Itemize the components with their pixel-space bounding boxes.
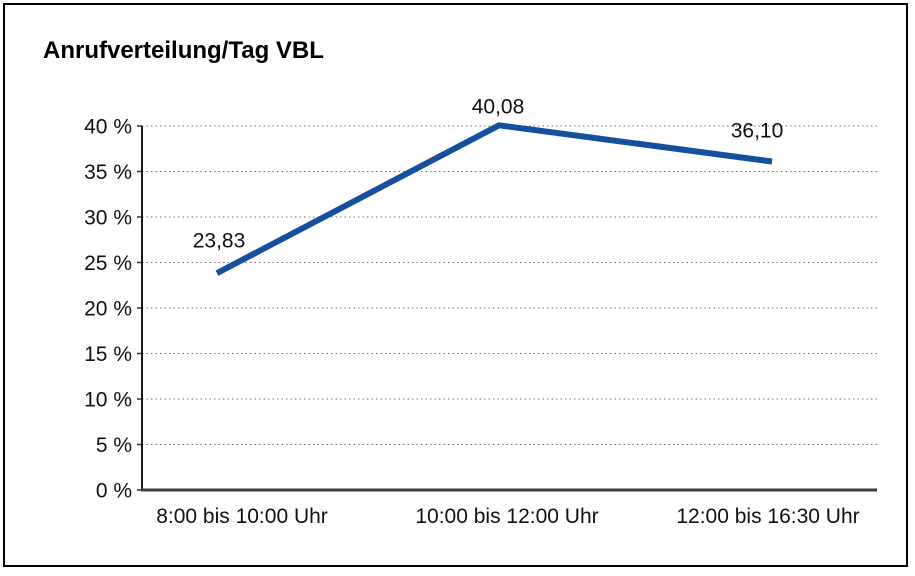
y-tick-label: 30 % (84, 207, 132, 230)
y-tick-label: 35 % (84, 161, 132, 184)
y-tick-label: 40 % (84, 116, 132, 139)
chart-frame: Anrufverteilung/Tag VBL 0 % 5 % 10 % 15 % 20… (3, 3, 908, 567)
y-tick-label: 15 % (84, 343, 132, 366)
x-axis-label: 8:00 bis 10:00 Uhr (156, 505, 328, 528)
chart-canvas: 0 % 5 % 10 % 15 % 20 % 25 % 30 % 35 % 40 % 8:00 b… (84, 96, 877, 528)
y-tick-label: 5 % (96, 434, 132, 457)
series-line (215, 122, 773, 276)
data-point-label: 40,08 (472, 96, 525, 119)
y-tick-label: 20 % (84, 298, 132, 321)
y-tick-label: 10 % (84, 389, 132, 412)
x-axis-label: 10:00 bis 12:00 Uhr (415, 505, 598, 528)
y-tick-label: 0 % (96, 480, 132, 503)
chart-title: Anrufverteilung/Tag VBL (43, 37, 324, 64)
data-point-label: 36,10 (731, 120, 784, 143)
y-tick-label: 25 % (84, 252, 132, 275)
x-axis-label: 12:00 bis 16:30 Uhr (676, 505, 859, 528)
data-point-label: 23,83 (193, 230, 246, 253)
